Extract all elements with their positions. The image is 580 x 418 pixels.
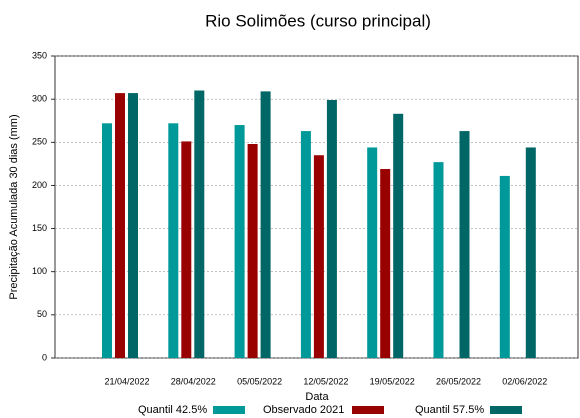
chart-title: Rio Solimões (curso principal) (205, 11, 431, 30)
bar (234, 125, 245, 359)
legend-label: Observado 2021 (263, 404, 344, 416)
y-tick-label: 200 (32, 180, 47, 190)
bar (393, 113, 404, 358)
legend-swatch (213, 406, 245, 414)
bar (433, 162, 444, 358)
y-tick-label: 100 (32, 266, 47, 276)
y-axis-label: Precipitação Acumulada 30 dias (mm) (8, 114, 20, 299)
x-tick-label: 28/04/2022 (171, 376, 216, 386)
bar (499, 175, 510, 358)
legend-swatch (490, 406, 522, 414)
bar (115, 93, 125, 359)
bar (102, 123, 112, 358)
bar (194, 90, 205, 358)
bar (128, 93, 138, 359)
x-tick-label: 02/06/2022 (502, 376, 547, 386)
bar (181, 141, 192, 358)
y-tick-label: 50 (37, 309, 47, 319)
y-tick-label: 250 (32, 137, 47, 147)
x-axis-label: Data (305, 391, 329, 403)
bar (380, 169, 391, 358)
bar (247, 144, 258, 358)
y-tick-label: 0 (42, 352, 47, 362)
legend-swatch (352, 406, 384, 414)
x-tick-label: 12/05/2022 (303, 376, 348, 386)
legend-label: Quantil 42.5% (138, 404, 207, 416)
x-tick-label: 05/05/2022 (237, 376, 282, 386)
bar (168, 123, 179, 358)
bar (300, 131, 311, 358)
bar (367, 147, 378, 358)
bar (260, 91, 271, 359)
legend-label: Quantil 57.5% (415, 404, 484, 416)
bar (313, 155, 324, 358)
x-tick-label: 26/05/2022 (436, 376, 481, 386)
x-tick-label: 21/04/2022 (104, 376, 149, 386)
bar (525, 147, 536, 358)
x-tick-label: 19/05/2022 (370, 376, 415, 386)
bar (326, 100, 337, 359)
bar (459, 131, 470, 358)
y-tick-label: 150 (32, 223, 47, 233)
y-tick-label: 350 (32, 50, 47, 60)
y-tick-label: 300 (32, 94, 47, 104)
